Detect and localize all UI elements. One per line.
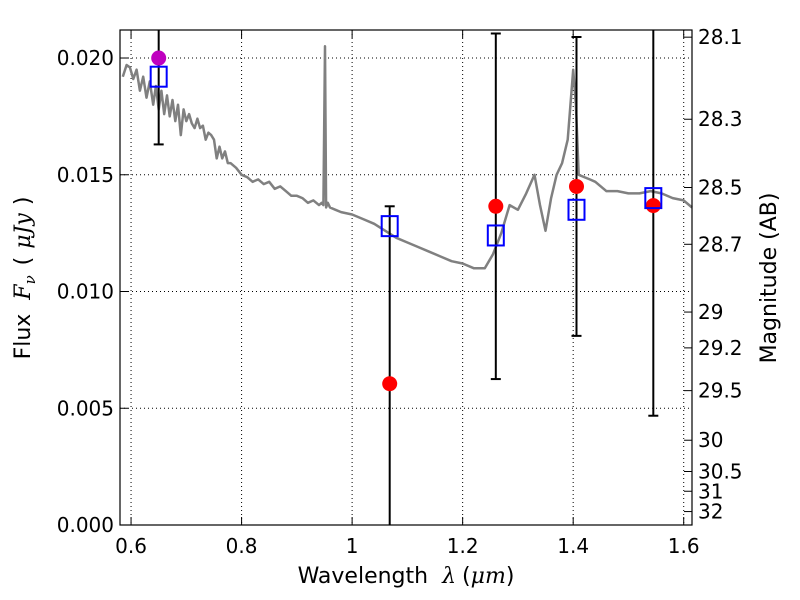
x-tick-label: 0.6 xyxy=(115,534,147,558)
y2-tick-label: 29 xyxy=(698,300,723,324)
x-tick-label: 1.2 xyxy=(447,534,479,558)
y-ticks: 0.000 0.005 0.010 0.015 0.020 xyxy=(57,46,128,537)
y2-tick-label: 29.2 xyxy=(698,336,743,360)
y2-tick-label: 28.3 xyxy=(698,107,743,131)
observed-points-layer xyxy=(151,50,661,392)
x-tick-label: 1.4 xyxy=(557,534,589,558)
y2-tick-label: 28.5 xyxy=(698,176,743,200)
model-band-square xyxy=(486,224,505,247)
x-axis-label: Wavelength λ (μm) xyxy=(298,564,515,589)
y2-tick-label: 30 xyxy=(698,428,723,452)
model-band-square xyxy=(380,215,399,238)
model-spectrum-line xyxy=(121,45,693,270)
x-tick-label: 1 xyxy=(346,534,359,558)
y2-tick-label: 29.5 xyxy=(698,379,743,403)
y2-tick-label: 32 xyxy=(698,500,723,524)
y2-tick-label: 31 xyxy=(698,479,723,503)
y-tick-label: 0.015 xyxy=(57,163,114,187)
grid-lines xyxy=(120,30,692,526)
x-ticks: 0.6 0.8 1 1.2 1.4 1.6 xyxy=(115,30,700,558)
observed-point xyxy=(568,178,584,194)
observed-point xyxy=(382,376,398,392)
y2-tick-label: 30.5 xyxy=(698,460,743,484)
x-tick-label: 1.6 xyxy=(668,534,700,558)
model-band-square xyxy=(149,65,168,88)
plot-frame xyxy=(119,29,693,526)
y2-tick-label: 28.7 xyxy=(698,232,743,256)
observed-point xyxy=(488,198,504,214)
y-tick-label: 0.010 xyxy=(57,280,114,304)
y-tick-label: 0.020 xyxy=(57,46,114,70)
model-band-square xyxy=(644,187,663,210)
y-tick-label: 0.000 xyxy=(57,513,114,537)
model-band-square xyxy=(567,198,586,221)
x-tick-label: 0.8 xyxy=(226,534,258,558)
observed-point xyxy=(645,198,661,214)
errorbar-layer xyxy=(153,30,659,525)
y-axis-label: FluxFν(μJy) xyxy=(11,197,39,360)
y2-axis-label: Magnitude (AB) xyxy=(757,193,782,364)
model-band-layer xyxy=(149,65,663,247)
y2-tick-label: 28.1 xyxy=(698,25,743,49)
y-tick-label: 0.005 xyxy=(57,396,114,420)
model-spectrum-layer xyxy=(121,45,693,270)
observed-point xyxy=(151,50,167,66)
